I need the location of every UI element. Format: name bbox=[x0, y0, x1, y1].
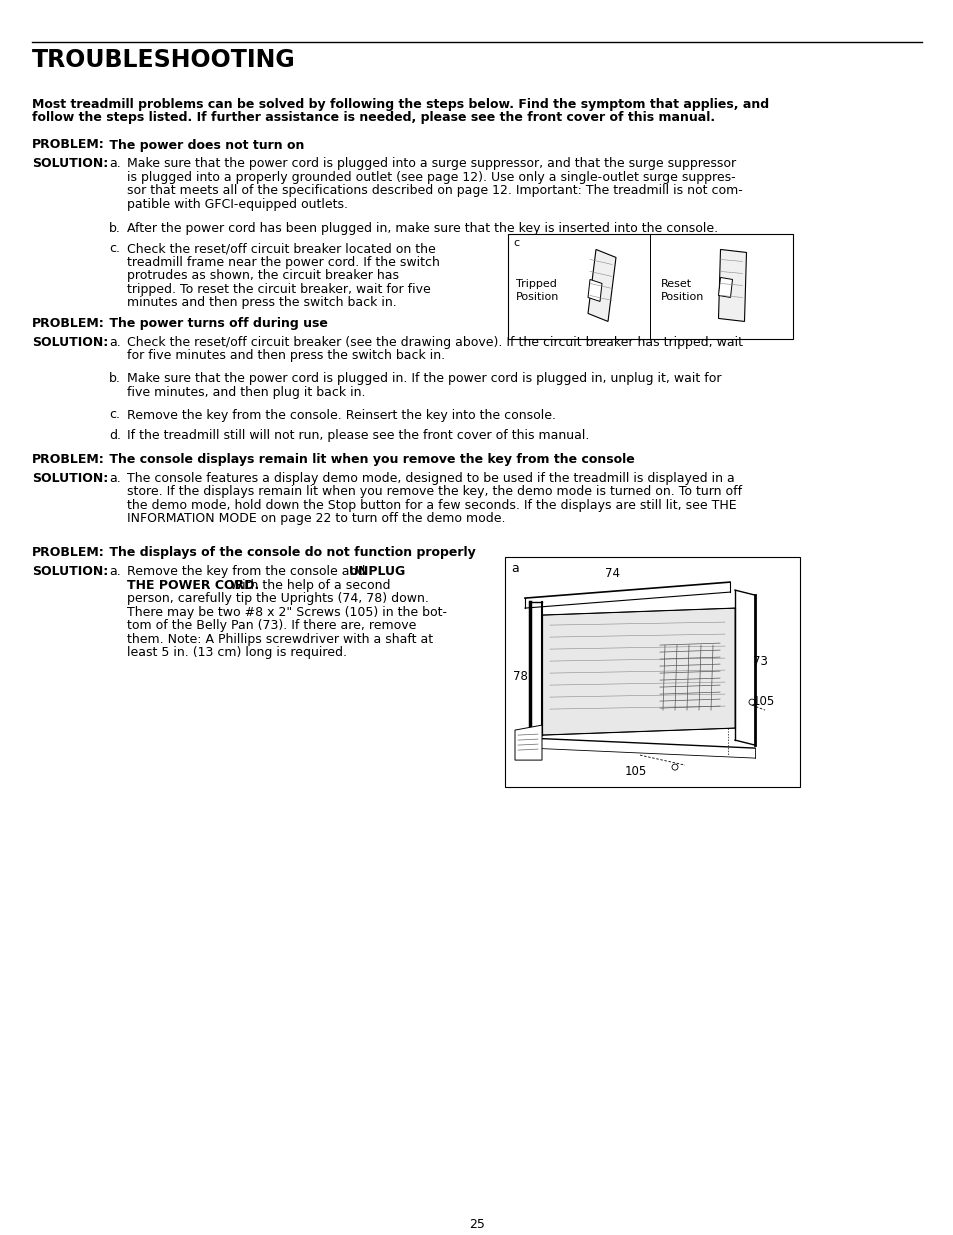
Text: Remove the key from the console. Reinsert the key into the console.: Remove the key from the console. Reinser… bbox=[127, 409, 556, 421]
Text: Remove the key from the console and: Remove the key from the console and bbox=[127, 566, 369, 578]
Text: 73: 73 bbox=[752, 655, 767, 668]
Text: With the help of a second: With the help of a second bbox=[226, 579, 390, 592]
Text: a.: a. bbox=[109, 472, 121, 485]
Text: Most treadmill problems can be solved by following the steps below. Find the sym: Most treadmill problems can be solved by… bbox=[32, 98, 768, 111]
Text: INFORMATION MODE on page 22 to turn off the demo mode.: INFORMATION MODE on page 22 to turn off … bbox=[127, 513, 505, 525]
Bar bbox=[507, 235, 792, 340]
Text: Position: Position bbox=[659, 293, 703, 303]
Text: a.: a. bbox=[109, 336, 121, 348]
Text: a: a bbox=[511, 562, 518, 576]
Text: The console displays remain lit when you remove the key from the console: The console displays remain lit when you… bbox=[105, 453, 634, 466]
Text: a.: a. bbox=[109, 157, 121, 170]
Text: Check the reset/off circuit breaker (see the drawing above). If the circuit brea: Check the reset/off circuit breaker (see… bbox=[127, 336, 742, 348]
Text: SOLUTION:: SOLUTION: bbox=[32, 157, 108, 170]
Text: UNPLUG: UNPLUG bbox=[349, 566, 406, 578]
Text: b.: b. bbox=[109, 372, 121, 385]
Text: The console features a display demo mode, designed to be used if the treadmill i: The console features a display demo mode… bbox=[127, 472, 734, 485]
Text: tom of the Belly Pan (73). If there are, remove: tom of the Belly Pan (73). If there are,… bbox=[127, 619, 416, 632]
Text: treadmill frame near the power cord. If the switch: treadmill frame near the power cord. If … bbox=[127, 256, 439, 269]
Text: the demo mode, hold down the Stop button for a few seconds. If the displays are : the demo mode, hold down the Stop button… bbox=[127, 499, 736, 513]
Text: Reset: Reset bbox=[659, 279, 691, 289]
Text: a.: a. bbox=[109, 566, 121, 578]
Text: tripped. To reset the circuit breaker, wait for five: tripped. To reset the circuit breaker, w… bbox=[127, 283, 431, 296]
Text: Check the reset/off circuit breaker located on the: Check the reset/off circuit breaker loca… bbox=[127, 242, 436, 256]
Text: PROBLEM:: PROBLEM: bbox=[32, 546, 105, 559]
Text: for five minutes and then press the switch back in.: for five minutes and then press the swit… bbox=[127, 350, 445, 362]
Text: is plugged into a properly grounded outlet (see page 12). Use only a single-outl: is plugged into a properly grounded outl… bbox=[127, 170, 735, 184]
Text: After the power cord has been plugged in, make sure that the key is inserted int: After the power cord has been plugged in… bbox=[127, 222, 718, 235]
Text: 105: 105 bbox=[752, 695, 775, 708]
Text: 74: 74 bbox=[604, 567, 619, 580]
Text: sor that meets all of the specifications described on page 12. Important: The tr: sor that meets all of the specifications… bbox=[127, 184, 742, 198]
Text: Tripped: Tripped bbox=[516, 279, 557, 289]
Polygon shape bbox=[587, 249, 616, 321]
Bar bbox=[504, 557, 800, 787]
Text: Make sure that the power cord is plugged into a surge suppressor, and that the s: Make sure that the power cord is plugged… bbox=[127, 157, 736, 170]
Text: five minutes, and then plug it back in.: five minutes, and then plug it back in. bbox=[127, 385, 365, 399]
Text: SOLUTION:: SOLUTION: bbox=[32, 336, 108, 348]
Text: There may be two #8 x 2" Screws (105) in the bot-: There may be two #8 x 2" Screws (105) in… bbox=[127, 605, 447, 619]
Polygon shape bbox=[541, 608, 734, 735]
Polygon shape bbox=[515, 725, 541, 760]
Text: Make sure that the power cord is plugged in. If the power cord is plugged in, un: Make sure that the power cord is plugged… bbox=[127, 372, 720, 385]
Polygon shape bbox=[587, 279, 601, 301]
Text: TROUBLESHOOTING: TROUBLESHOOTING bbox=[32, 48, 295, 72]
Text: SOLUTION:: SOLUTION: bbox=[32, 472, 108, 485]
Text: minutes and then press the switch back in.: minutes and then press the switch back i… bbox=[127, 296, 396, 310]
Text: Position: Position bbox=[516, 293, 558, 303]
Text: person, carefully tip the Uprights (74, 78) down.: person, carefully tip the Uprights (74, … bbox=[127, 592, 429, 605]
Text: THE POWER CORD.: THE POWER CORD. bbox=[127, 579, 259, 592]
Text: b.: b. bbox=[109, 222, 121, 235]
Text: store. If the displays remain lit when you remove the key, the demo mode is turn: store. If the displays remain lit when y… bbox=[127, 485, 741, 499]
Polygon shape bbox=[718, 278, 732, 298]
Text: least 5 in. (13 cm) long is required.: least 5 in. (13 cm) long is required. bbox=[127, 646, 347, 659]
Text: c.: c. bbox=[109, 409, 120, 421]
Text: 78: 78 bbox=[513, 671, 527, 683]
Text: d.: d. bbox=[109, 429, 121, 442]
Text: The displays of the console do not function properly: The displays of the console do not funct… bbox=[105, 546, 476, 559]
Text: protrudes as shown, the circuit breaker has: protrudes as shown, the circuit breaker … bbox=[127, 269, 398, 283]
Text: PROBLEM:: PROBLEM: bbox=[32, 453, 105, 466]
Text: 105: 105 bbox=[624, 766, 646, 778]
Text: follow the steps listed. If further assistance is needed, please see the front c: follow the steps listed. If further assi… bbox=[32, 111, 715, 125]
Text: SOLUTION:: SOLUTION: bbox=[32, 566, 108, 578]
Text: The power does not turn on: The power does not turn on bbox=[105, 138, 304, 152]
Text: c.: c. bbox=[109, 242, 120, 256]
Text: them. Note: A Phillips screwdriver with a shaft at: them. Note: A Phillips screwdriver with … bbox=[127, 632, 433, 646]
Text: PROBLEM:: PROBLEM: bbox=[32, 316, 105, 330]
Text: c: c bbox=[513, 238, 518, 248]
Text: If the treadmill still will not run, please see the front cover of this manual.: If the treadmill still will not run, ple… bbox=[127, 429, 589, 442]
Polygon shape bbox=[718, 249, 745, 321]
Text: patible with GFCI-equipped outlets.: patible with GFCI-equipped outlets. bbox=[127, 198, 348, 211]
Text: 25: 25 bbox=[469, 1218, 484, 1231]
Text: PROBLEM:: PROBLEM: bbox=[32, 138, 105, 152]
Text: The power turns off during use: The power turns off during use bbox=[105, 316, 328, 330]
